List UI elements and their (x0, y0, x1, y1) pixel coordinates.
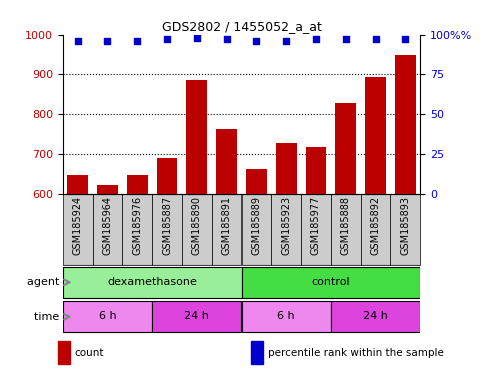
Bar (246, 169, 267, 194)
Text: GSM185977: GSM185977 (311, 196, 321, 255)
Text: GSM185890: GSM185890 (192, 196, 202, 255)
Bar (395, 55, 416, 194)
Text: 24 h: 24 h (185, 311, 209, 321)
Point (312, 36, 320, 42)
Bar (152, 194, 182, 265)
Point (163, 36, 171, 42)
Bar (93, 194, 122, 265)
Title: GDS2802 / 1455052_a_at: GDS2802 / 1455052_a_at (161, 20, 322, 33)
Text: count: count (75, 348, 104, 358)
Text: GSM185893: GSM185893 (400, 196, 411, 255)
Bar (212, 194, 242, 265)
Bar (331, 301, 420, 332)
Bar (67, 175, 88, 194)
Bar (335, 103, 356, 194)
Point (401, 36, 409, 42)
Text: percentile rank within the sample: percentile rank within the sample (268, 348, 444, 358)
Point (223, 36, 230, 42)
Text: GSM185891: GSM185891 (222, 196, 232, 255)
Text: 24 h: 24 h (363, 311, 388, 321)
Bar (63, 301, 152, 332)
Bar (331, 194, 361, 265)
Bar (276, 143, 297, 194)
Bar (242, 267, 420, 298)
Point (104, 38, 112, 44)
Bar (182, 194, 212, 265)
Bar (301, 194, 331, 265)
Bar (58, 341, 70, 364)
Point (372, 36, 380, 42)
Bar (242, 301, 331, 332)
Text: 6 h: 6 h (99, 311, 116, 321)
Text: time: time (34, 312, 63, 322)
Text: GSM185976: GSM185976 (132, 196, 142, 255)
Bar (186, 80, 207, 194)
Bar (361, 194, 390, 265)
Point (253, 38, 260, 44)
Text: GSM185923: GSM185923 (281, 196, 291, 255)
Text: agent: agent (27, 277, 63, 287)
Text: GSM185887: GSM185887 (162, 196, 172, 255)
Bar (365, 77, 386, 194)
Point (74, 38, 82, 44)
Text: 6 h: 6 h (277, 311, 295, 321)
Bar (122, 194, 152, 265)
Bar (306, 147, 327, 194)
Bar (271, 194, 301, 265)
Point (133, 38, 141, 44)
Text: GSM185924: GSM185924 (72, 196, 83, 255)
Bar (390, 194, 420, 265)
Bar (127, 175, 148, 194)
Bar (63, 194, 93, 265)
Text: GSM185892: GSM185892 (370, 196, 381, 255)
Point (342, 36, 350, 42)
Point (282, 38, 290, 44)
Bar (97, 185, 118, 194)
Bar (152, 301, 242, 332)
Text: dexamethasone: dexamethasone (107, 276, 197, 286)
Text: GSM185964: GSM185964 (102, 196, 113, 255)
Point (193, 35, 201, 41)
Bar (216, 129, 237, 194)
Bar (242, 194, 271, 265)
Text: GSM185889: GSM185889 (251, 196, 261, 255)
Bar (156, 158, 177, 194)
Text: GSM185888: GSM185888 (341, 196, 351, 255)
Text: control: control (312, 276, 350, 286)
Bar (63, 267, 242, 298)
Bar (251, 341, 263, 364)
